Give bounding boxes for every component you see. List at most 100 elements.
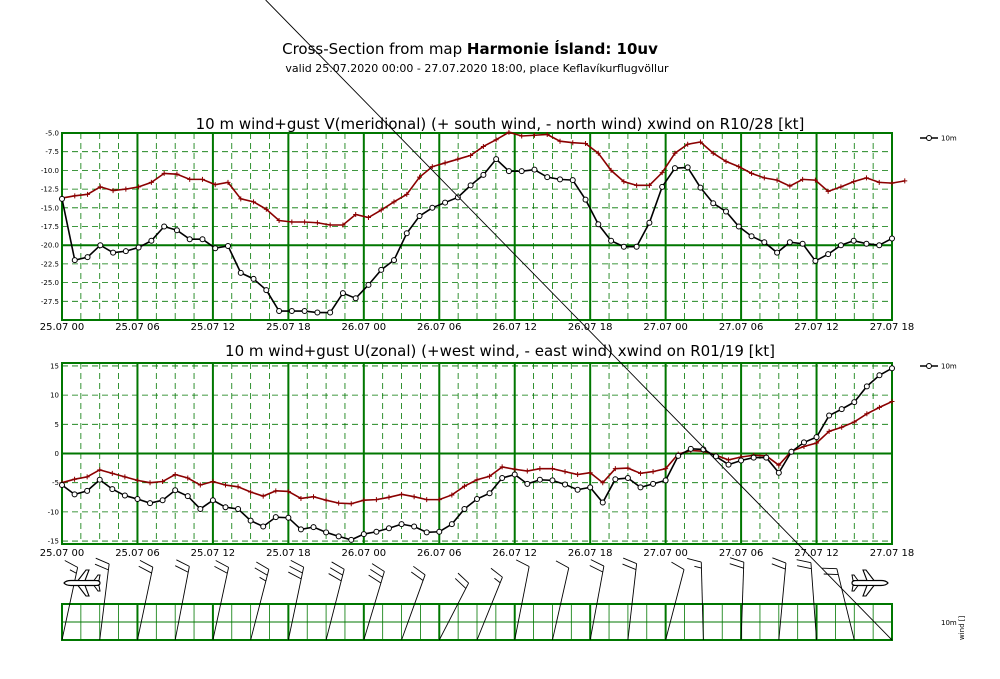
y-tick-label: 0: [55, 450, 59, 458]
wind-point: [524, 480, 531, 487]
gust-point: [298, 495, 304, 501]
gust-point: [85, 191, 91, 197]
meridional-wind-panel: -5.0 -7.5 -10.0 -12.5 -15.0 -17.5 -20.0 -22.5 -2…: [40, 130, 915, 334]
gust-point: [864, 411, 870, 417]
barb-feather: [796, 559, 812, 564]
barb-feather: [823, 573, 839, 576]
wind-point: [360, 531, 367, 538]
gust-point: [512, 466, 518, 472]
x-tick-label: 25.07 06: [115, 322, 160, 333]
legend-marker: [926, 135, 932, 141]
gust-point: [251, 199, 257, 205]
gust-point: [800, 176, 806, 182]
gust-point: [72, 476, 78, 482]
barb-feather: [797, 565, 812, 570]
panel1-legend: 10m: [920, 135, 957, 143]
barb-feather: [289, 565, 303, 574]
x-tick-label: 26.07 06: [417, 322, 462, 333]
wind-point: [260, 523, 267, 530]
wind-point: [531, 166, 538, 173]
wind-point: [403, 230, 410, 237]
wind-point: [876, 372, 883, 379]
barb-half-feather: [259, 576, 267, 582]
gust-point: [575, 472, 581, 478]
gust-point: [812, 177, 818, 183]
wind-point: [684, 164, 691, 171]
gust-point: [612, 466, 618, 472]
x-tick-label: 26.07 18: [568, 322, 613, 333]
gust-point: [889, 180, 895, 186]
y-tick-label: -22.5: [41, 260, 59, 268]
wind-barb: [796, 559, 817, 641]
wind-point: [599, 499, 606, 506]
wind-barb: [287, 559, 305, 641]
gust-point: [449, 492, 455, 498]
gust-point: [825, 188, 831, 194]
gust-point: [776, 462, 782, 468]
x-tick-label: 27.07 18: [870, 548, 915, 559]
gust-point: [595, 150, 601, 156]
wind-point: [454, 194, 461, 201]
wind-point: [863, 383, 870, 390]
barb-staff: [665, 569, 685, 641]
gust-point: [480, 143, 486, 149]
barb-feather: [411, 571, 424, 581]
barb-staff: [740, 562, 745, 641]
wind-point: [687, 445, 694, 452]
wind-barb: [729, 557, 745, 641]
gust-point: [84, 474, 90, 480]
gust-point: [889, 399, 895, 405]
wind-point: [813, 434, 820, 441]
wind-point: [121, 492, 128, 499]
gust-point: [429, 164, 435, 170]
wind-point: [587, 484, 594, 491]
wind-point: [225, 242, 231, 249]
barb-staff: [514, 566, 530, 641]
gust-point: [399, 491, 405, 497]
wind-point: [235, 505, 242, 512]
barb-feather: [771, 563, 786, 570]
wind-point: [800, 439, 807, 446]
x-tick-label: 25.07 12: [191, 322, 236, 333]
wind-point: [199, 236, 206, 243]
gust-point: [327, 222, 333, 228]
gust-point: [814, 440, 820, 446]
wind-barb: [476, 567, 503, 641]
gust-point: [123, 186, 129, 192]
gust-point: [134, 477, 140, 483]
gust-point: [723, 158, 729, 164]
gust-point: [273, 488, 279, 494]
gust-point: [524, 468, 530, 474]
gust-point: [373, 497, 379, 503]
wind-point: [671, 165, 678, 172]
gust-point: [902, 178, 908, 184]
panel2-title: 10 m wind+gust U(zonal) (+west wind, - e…: [225, 342, 775, 360]
wind-point: [511, 471, 518, 478]
x-tick-label: 25.07 12: [191, 548, 236, 559]
barb-feather: [139, 559, 154, 568]
wind-point: [838, 406, 845, 413]
barb-feather: [254, 567, 268, 576]
wind-point: [637, 484, 644, 491]
wind-point: [461, 505, 468, 512]
gust-point: [663, 466, 669, 472]
wind-barb: [212, 560, 230, 641]
barb-feather: [590, 559, 605, 567]
wind-point: [272, 514, 279, 521]
y-tick-label: -10.0: [41, 167, 59, 175]
wind-point: [327, 309, 334, 316]
gust-point: [851, 419, 857, 425]
wind-point: [391, 257, 397, 264]
gust-point: [461, 483, 467, 489]
barb-feather: [490, 567, 503, 578]
gust-point: [506, 129, 512, 135]
wind-barb: [552, 560, 570, 641]
wind-point: [761, 239, 768, 246]
airplane-left-icon: [63, 569, 101, 597]
gust-point: [404, 191, 410, 197]
wind-point: [263, 287, 270, 294]
gust-point: [72, 193, 78, 199]
barb-staff: [438, 582, 470, 641]
barb-staff: [99, 563, 110, 641]
